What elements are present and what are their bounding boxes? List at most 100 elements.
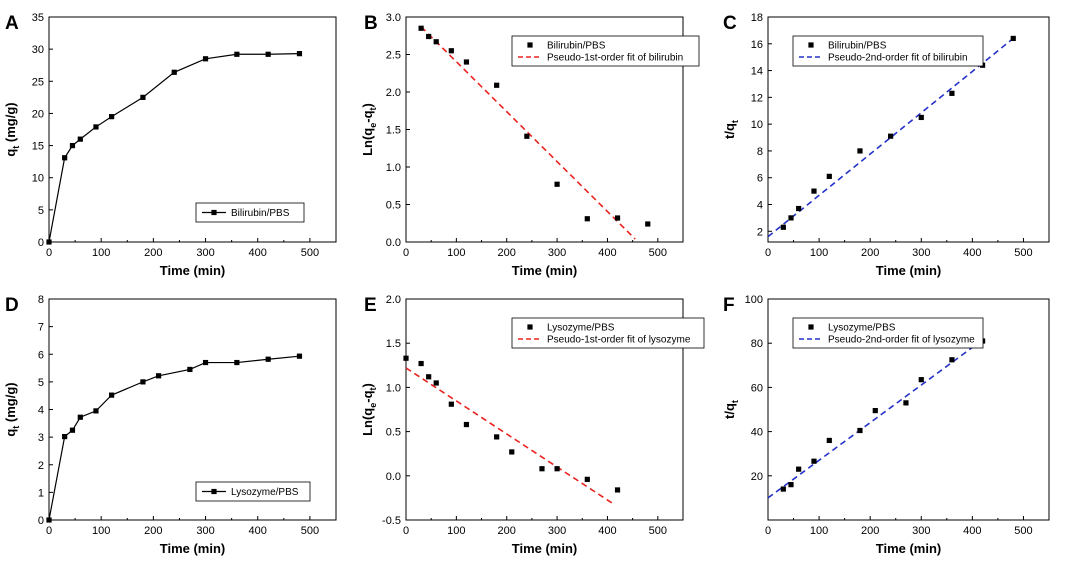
y-axis-label-subscript: e xyxy=(368,123,378,128)
y-tick-label: 25 xyxy=(32,76,44,88)
data-point xyxy=(796,205,802,212)
fit-line xyxy=(406,367,616,506)
x-tick-label: 0 xyxy=(46,247,52,259)
x-tick-label: 300 xyxy=(196,247,214,259)
y-axis-label-subscript: t xyxy=(11,426,21,429)
axes-frame xyxy=(405,298,684,521)
legend-box xyxy=(511,35,700,67)
data-point xyxy=(433,380,439,386)
y-axis-label-part: -q xyxy=(360,390,375,402)
x-tick-label: 100 xyxy=(810,525,828,537)
y-tick-label: 80 xyxy=(751,338,763,350)
y-axis-label-part: (mg/g) xyxy=(3,102,18,145)
y-tick-label: 15 xyxy=(32,141,44,153)
data-point xyxy=(234,51,240,57)
x-tick-label: 100 xyxy=(92,525,110,537)
panel-label-d: D xyxy=(5,295,19,316)
data-point xyxy=(62,433,68,440)
legend-marker xyxy=(527,42,533,48)
data-point xyxy=(171,69,177,75)
y-tick-label: 5 xyxy=(38,205,44,217)
y-axis-label-subscript: t xyxy=(730,400,740,403)
panel-a: A 0 100 200 300 400 500 0 5 10 15 20 25 30 35 Time (min… xyxy=(3,12,337,278)
x-tick-label: 200 xyxy=(861,247,879,259)
y-axis-label: t/qt xyxy=(722,120,740,139)
y-tick-label: 2.5 xyxy=(386,50,401,62)
data-point xyxy=(645,221,651,227)
data-point xyxy=(46,239,52,245)
data-point xyxy=(426,374,432,380)
data-point xyxy=(202,359,209,366)
data-point xyxy=(234,359,240,366)
x-tick-label: 400 xyxy=(598,525,616,537)
data-point xyxy=(780,486,786,492)
plot-area xyxy=(406,367,616,506)
data-point xyxy=(788,482,794,488)
plot-area xyxy=(420,26,636,240)
x-tick-label: 300 xyxy=(912,525,930,537)
data-point xyxy=(903,400,909,406)
data-point xyxy=(857,427,863,434)
y-tick-label: 35 xyxy=(32,12,44,24)
legend-label: Bilirubin/PBS xyxy=(547,41,606,52)
data-point xyxy=(433,39,439,45)
data-point xyxy=(780,224,786,230)
x-axis-label: Time (min) xyxy=(876,263,942,278)
y-tick-label: 100 xyxy=(745,294,763,306)
data-point xyxy=(418,25,424,31)
plot-area xyxy=(768,37,1014,238)
data-point xyxy=(448,401,454,407)
x-tick-label: 400 xyxy=(963,525,981,537)
data-point xyxy=(93,408,99,414)
legend-box xyxy=(792,35,984,67)
panel-label-a: A xyxy=(5,13,19,34)
legend-box xyxy=(792,317,984,349)
y-tick-label: 2.0 xyxy=(386,87,401,99)
plot-area xyxy=(768,339,984,499)
data-point xyxy=(949,90,955,96)
x-tick-label: 300 xyxy=(548,247,566,259)
y-tick-label: 3 xyxy=(38,432,44,444)
data-point xyxy=(539,466,545,472)
y-axis-label-part: Ln(q xyxy=(360,128,375,156)
y-axis-label-part: t/q xyxy=(722,403,737,419)
data-point xyxy=(857,148,863,154)
axes-frame xyxy=(767,298,1050,521)
data-point xyxy=(872,408,878,414)
x-tick-label: 200 xyxy=(498,525,516,537)
data-point xyxy=(418,360,424,367)
y-axis-label: qt (mg/g) xyxy=(3,102,21,156)
legend-marker xyxy=(211,488,217,495)
legend-marker xyxy=(808,324,814,330)
y-tick-label: 4 xyxy=(757,200,763,212)
y-tick-label: 1.0 xyxy=(386,162,401,174)
data-point xyxy=(811,458,817,464)
y-tick-label: 0 xyxy=(38,237,44,249)
y-tick-label: 10 xyxy=(751,119,763,131)
data-point xyxy=(77,414,83,420)
data-point xyxy=(448,48,454,54)
data-point xyxy=(265,51,271,57)
y-tick-label: 0 xyxy=(38,515,44,527)
y-axis-label-subscript: t xyxy=(730,120,740,123)
data-point xyxy=(554,181,560,187)
data-point xyxy=(202,56,209,62)
y-axis-label-part: ) xyxy=(360,383,375,387)
y-tick-label: 0.0 xyxy=(386,471,401,483)
x-tick-label: 300 xyxy=(196,525,214,537)
data-point xyxy=(796,466,802,472)
panel-e: E 0 100 200 300 400 500 -0.5 0.0 0.5 1.0 1.5 2.0 Time… xyxy=(360,294,705,556)
x-tick-label: 100 xyxy=(447,525,465,537)
data-point xyxy=(826,173,832,179)
data-point xyxy=(494,434,500,440)
data-point xyxy=(918,377,924,383)
axes-frame xyxy=(767,16,1050,243)
y-axis-label: Ln(qe-qt) xyxy=(360,383,378,436)
y-axis-label-subscript: e xyxy=(368,403,378,408)
y-axis-label-part: q xyxy=(3,429,18,437)
y-tick-label: 1.5 xyxy=(386,125,401,137)
data-point xyxy=(554,466,560,472)
data-point xyxy=(109,114,115,120)
data-point xyxy=(426,33,432,40)
